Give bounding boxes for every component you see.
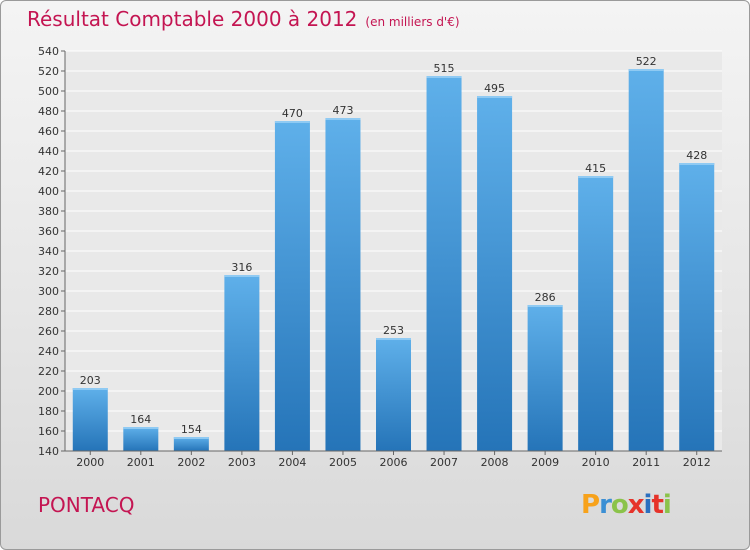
x-tick-label: 2005 xyxy=(329,456,357,469)
value-label: 473 xyxy=(332,104,353,117)
location-label: PONTACQ xyxy=(38,493,135,517)
bar-2004 xyxy=(274,121,310,451)
y-tick-label: 220 xyxy=(38,365,59,378)
logo-letter: i xyxy=(643,490,653,520)
bar-top-highlight xyxy=(376,338,411,340)
bar-2007 xyxy=(426,76,462,451)
value-label: 253 xyxy=(383,324,404,337)
bar-2009 xyxy=(527,305,563,451)
y-tick-label: 180 xyxy=(38,405,59,418)
x-tick-label: 2007 xyxy=(430,456,458,469)
y-tick-label: 420 xyxy=(38,165,59,178)
y-tick-label: 160 xyxy=(38,425,59,438)
y-tick-label: 440 xyxy=(38,145,59,158)
y-tick-label: 500 xyxy=(38,85,59,98)
bar-2010 xyxy=(578,176,614,451)
y-tick-label: 140 xyxy=(38,445,59,458)
x-tick-label: 2006 xyxy=(380,456,408,469)
y-tick-label: 460 xyxy=(38,125,59,138)
bar-top-highlight xyxy=(173,437,209,439)
logo-letter: P xyxy=(581,490,600,520)
x-tick-label: 2004 xyxy=(278,456,306,469)
value-label: 154 xyxy=(181,423,202,436)
x-tick-label: 2002 xyxy=(177,456,205,469)
proxiti-logo: Proxiti xyxy=(581,490,672,520)
x-tick-label: 2010 xyxy=(582,456,610,469)
x-tick-label: 2008 xyxy=(481,456,509,469)
bar-top-highlight xyxy=(426,76,462,78)
bar-2002 xyxy=(173,437,209,451)
value-label: 470 xyxy=(282,107,303,120)
x-tick-label: 2012 xyxy=(683,456,711,469)
y-tick-label: 520 xyxy=(38,65,59,78)
bar-top-highlight xyxy=(477,96,513,98)
x-tick-label: 2003 xyxy=(228,456,256,469)
chart-subtitle: (en milliers d'€) xyxy=(365,15,460,29)
value-label: 415 xyxy=(585,162,606,175)
x-tick-label: 2000 xyxy=(76,456,104,469)
value-label: 316 xyxy=(231,261,252,274)
logo-letter: i xyxy=(662,490,672,520)
logo-letter: o xyxy=(610,490,629,520)
bar-2001 xyxy=(123,427,159,451)
bar-top-highlight xyxy=(628,69,664,71)
bar-2012 xyxy=(679,163,715,451)
value-label: 515 xyxy=(434,62,455,75)
bar-2005 xyxy=(325,118,361,451)
y-tick-label: 380 xyxy=(38,205,59,218)
y-tick-label: 240 xyxy=(38,345,59,358)
y-tick-label: 300 xyxy=(38,285,59,298)
logo-letter: r xyxy=(599,490,612,520)
bar-2011 xyxy=(628,69,664,451)
y-tick-label: 400 xyxy=(38,185,59,198)
bar-top-highlight xyxy=(679,163,715,165)
x-tick-label: 2009 xyxy=(531,456,559,469)
bar-top-highlight xyxy=(274,121,310,123)
bar-top-highlight xyxy=(72,388,108,390)
value-label: 286 xyxy=(535,291,556,304)
y-tick-label: 540 xyxy=(38,45,59,58)
chart-title: Résultat Comptable 2000 à 2012 xyxy=(27,7,358,31)
y-tick-label: 360 xyxy=(38,225,59,238)
y-tick-label: 320 xyxy=(38,265,59,278)
bar-2000 xyxy=(72,388,108,451)
bar-2006 xyxy=(376,338,411,451)
bar-top-highlight xyxy=(527,305,563,307)
logo-letter: t xyxy=(651,490,663,520)
logo-letter: x xyxy=(627,490,645,520)
x-tick-label: 2011 xyxy=(632,456,660,469)
bar-top-highlight xyxy=(123,427,159,429)
bar-top-highlight xyxy=(578,176,614,178)
y-tick-label: 280 xyxy=(38,305,59,318)
y-tick-label: 480 xyxy=(38,105,59,118)
value-label: 428 xyxy=(686,149,707,162)
chart-title-block: Résultat Comptable 2000 à 2012 (en millie… xyxy=(27,7,460,31)
bar-2008 xyxy=(477,96,513,451)
bar-top-highlight xyxy=(325,118,361,120)
bar-2003 xyxy=(224,275,260,451)
bar-top-highlight xyxy=(224,275,260,277)
y-tick-label: 200 xyxy=(38,385,59,398)
value-label: 203 xyxy=(80,374,101,387)
value-label: 164 xyxy=(130,413,151,426)
y-tick-label: 340 xyxy=(38,245,59,258)
y-tick-label: 260 xyxy=(38,325,59,338)
x-tick-label: 2001 xyxy=(127,456,155,469)
value-label: 495 xyxy=(484,82,505,95)
value-label: 522 xyxy=(636,55,657,68)
